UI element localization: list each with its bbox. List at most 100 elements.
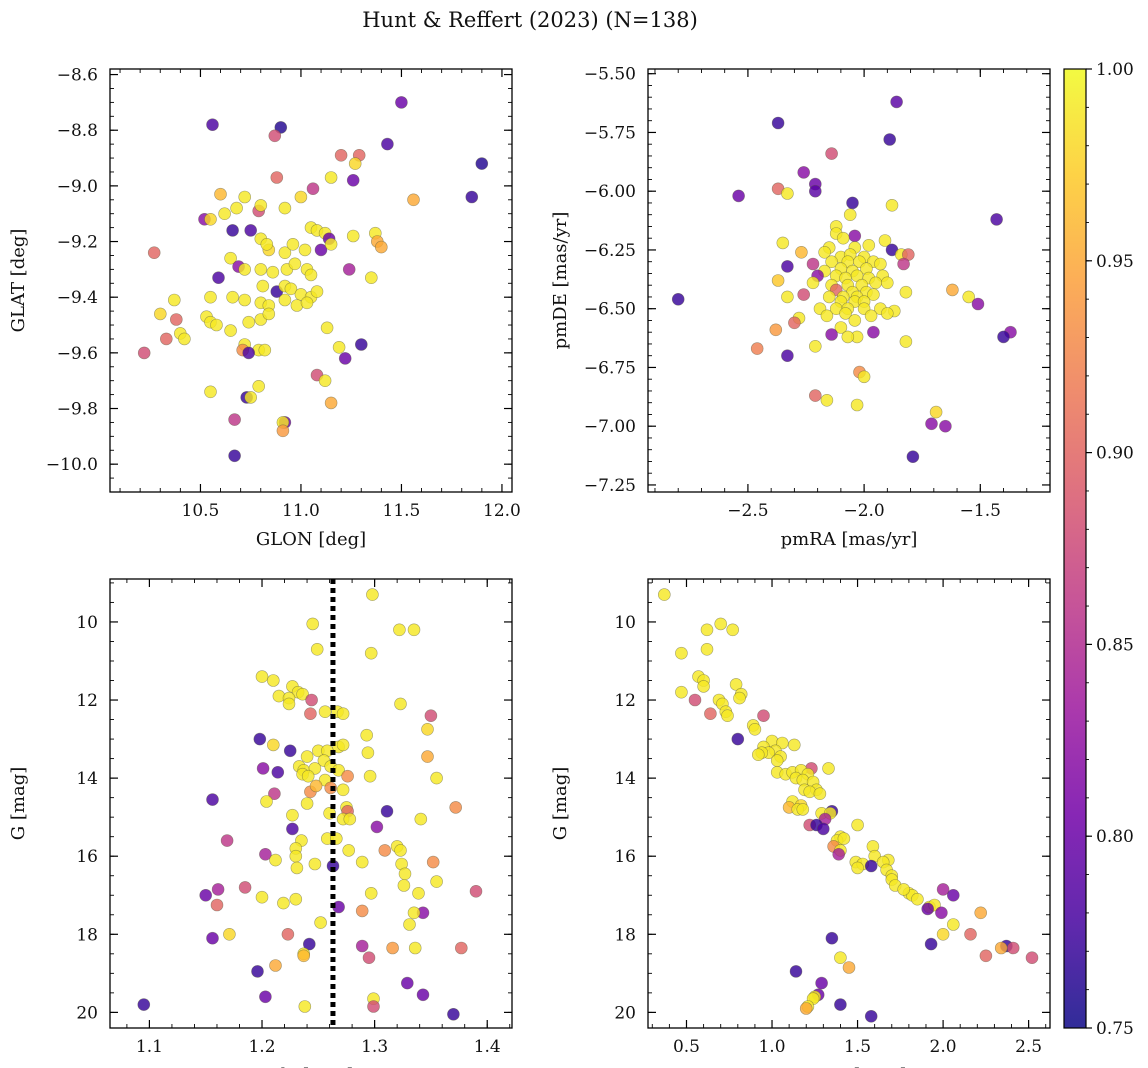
scatter-point [254, 263, 268, 276]
scatter-point [228, 449, 241, 463]
scatter-point [324, 238, 338, 251]
scatter-point [360, 728, 374, 742]
scatter-point [971, 297, 985, 311]
scatter-point [883, 133, 897, 146]
scatter-point [364, 646, 378, 660]
x-tick-label: 1.3 [361, 1037, 388, 1057]
scatter-point [806, 257, 820, 271]
scatter-point [816, 822, 830, 836]
scatter-point [288, 257, 302, 271]
scatter-point [318, 705, 332, 719]
scatter-point [271, 765, 285, 779]
x-tick-label: 10.5 [182, 501, 220, 521]
scatter-point [820, 309, 834, 323]
scatter-point [278, 293, 292, 307]
scatter-point [403, 918, 416, 931]
scatter-point [244, 391, 257, 404]
scatter-point [259, 990, 272, 1004]
scatter-point [731, 732, 745, 746]
scatter-point [178, 332, 191, 346]
scatter-point [924, 937, 938, 951]
scatter-point [137, 346, 151, 360]
scatter-point [336, 783, 350, 797]
scatter-point [306, 617, 320, 631]
y-tick-label: 12 [614, 691, 636, 711]
scatter-point [430, 875, 443, 888]
scatter-point [781, 260, 794, 273]
scatter-point [704, 707, 717, 721]
scatter-point [688, 693, 702, 707]
scatter-point [808, 339, 822, 353]
scatter-point [254, 199, 268, 212]
scatter-point [834, 951, 847, 965]
scatter-point [310, 285, 324, 298]
scatter-point [244, 224, 257, 237]
scatter-point [341, 769, 354, 783]
scatter-point [334, 149, 348, 162]
scatter-point [447, 1007, 460, 1021]
scatter-point [278, 201, 292, 215]
scatter-point [252, 379, 266, 393]
x-axis-label: GLON [deg] [256, 529, 366, 550]
scatter-point [906, 450, 920, 464]
scatter-point [469, 884, 483, 898]
colorbar: 0.75 0.80 0.85 0.90 0.95 1.00 [1063, 60, 1134, 1039]
scatter-point [242, 315, 255, 329]
scatter-point [700, 642, 714, 656]
scatter-points [671, 95, 1017, 464]
scatter-point [206, 793, 219, 806]
scatter-point [825, 255, 838, 269]
scatter-point [848, 229, 862, 243]
scatter-point [294, 190, 308, 204]
y-tick-label: 14 [614, 769, 636, 789]
scatter-point [269, 959, 282, 972]
x-tick-label: −2.5 [727, 501, 768, 521]
scatter-point [206, 931, 219, 945]
scatter-point [848, 314, 862, 327]
scatter-point [336, 738, 350, 752]
y-tick-label: 16 [614, 847, 636, 867]
scatter-point [880, 276, 894, 290]
y-tick-label: −9.8 [57, 400, 98, 420]
scatter-point [137, 998, 151, 1011]
scatter-point [921, 902, 935, 916]
scatter-point [1006, 941, 1020, 955]
scatter-point [862, 239, 876, 252]
y-tick-label: −9.2 [57, 233, 98, 253]
scatter-point [260, 238, 274, 251]
scatter-point [170, 313, 183, 326]
x-tick-label: 2.0 [930, 1037, 957, 1057]
scatter-points [137, 96, 489, 463]
scatter-point [320, 321, 334, 335]
axes-frame [109, 578, 513, 1029]
scatter-point [224, 324, 237, 337]
panel-bprp_g: 0.5 1.0 1.5 2.0 2.5 10 12 14 16 18 20 BP-RP [mag] G … [550, 578, 1051, 1068]
panel-plx_g: 1.1 1.2 1.3 1.4 10 12 14 16 18 20 Plx [mas] G [mag] [8, 578, 513, 1068]
colorbar-gradient [1063, 68, 1087, 1029]
axes-frame [647, 578, 1051, 1029]
y-axis-label: G [mag] [550, 767, 571, 840]
scatter-point [255, 670, 269, 683]
scatter-point [997, 330, 1010, 344]
scatter-point [770, 754, 784, 767]
scatter-point [230, 201, 243, 215]
scatter-point [813, 787, 827, 801]
scatter-point [864, 859, 878, 873]
scatter-point [857, 370, 871, 384]
scatter-point [268, 787, 281, 801]
scatter-point [769, 323, 783, 337]
scatter-point [818, 246, 831, 259]
scatter-point [979, 949, 993, 963]
scatter-point [283, 744, 297, 758]
scatter-point [300, 750, 314, 763]
scatter-point [314, 243, 328, 257]
scatter-point [154, 307, 167, 321]
scatter-point [298, 243, 312, 257]
scatter-point [864, 1009, 878, 1023]
scatter-point [787, 738, 801, 752]
scatter-point [160, 332, 173, 346]
y-tick-label: −5.50 [584, 65, 636, 85]
scatter-point [199, 888, 212, 902]
scatter-point [697, 680, 710, 693]
scatter-point [206, 118, 219, 131]
